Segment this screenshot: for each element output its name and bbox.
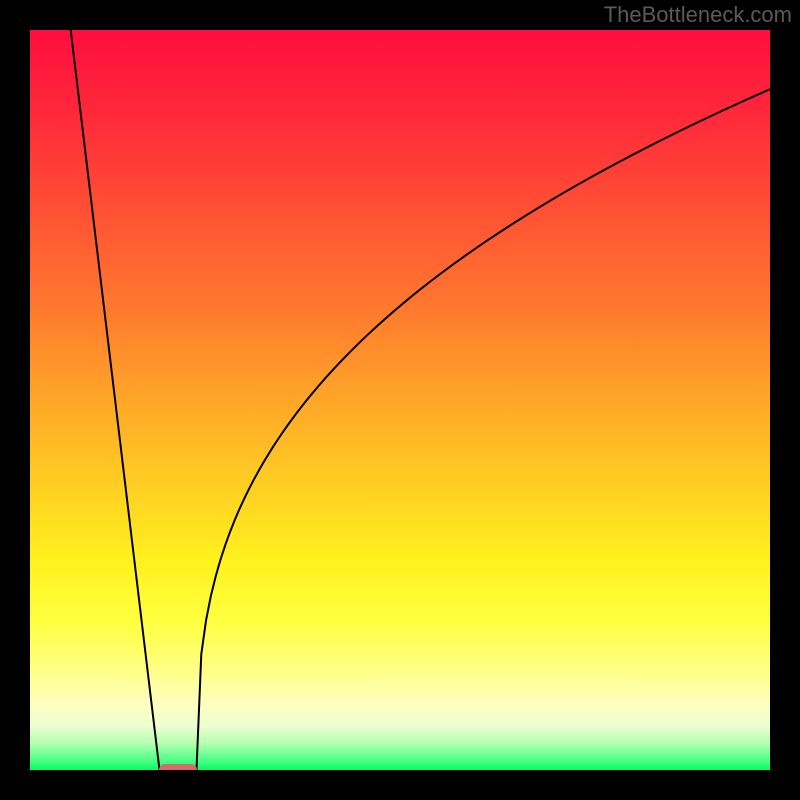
optimal-marker <box>159 764 197 770</box>
plot-area <box>30 30 770 770</box>
chart-outer-frame: TheBottleneck.com <box>0 0 800 800</box>
bottleneck-curve <box>30 30 770 770</box>
watermark-text: TheBottleneck.com <box>604 2 792 28</box>
